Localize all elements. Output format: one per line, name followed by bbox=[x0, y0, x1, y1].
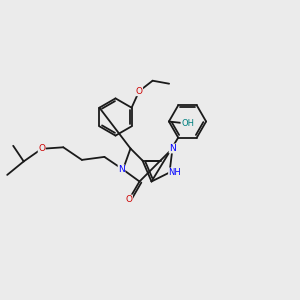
Text: OH: OH bbox=[181, 118, 194, 127]
Text: O: O bbox=[125, 195, 133, 204]
Text: N: N bbox=[169, 144, 176, 153]
Text: O: O bbox=[38, 144, 45, 153]
Text: NH: NH bbox=[169, 168, 181, 177]
Text: O: O bbox=[136, 87, 142, 96]
Text: N: N bbox=[118, 165, 125, 174]
